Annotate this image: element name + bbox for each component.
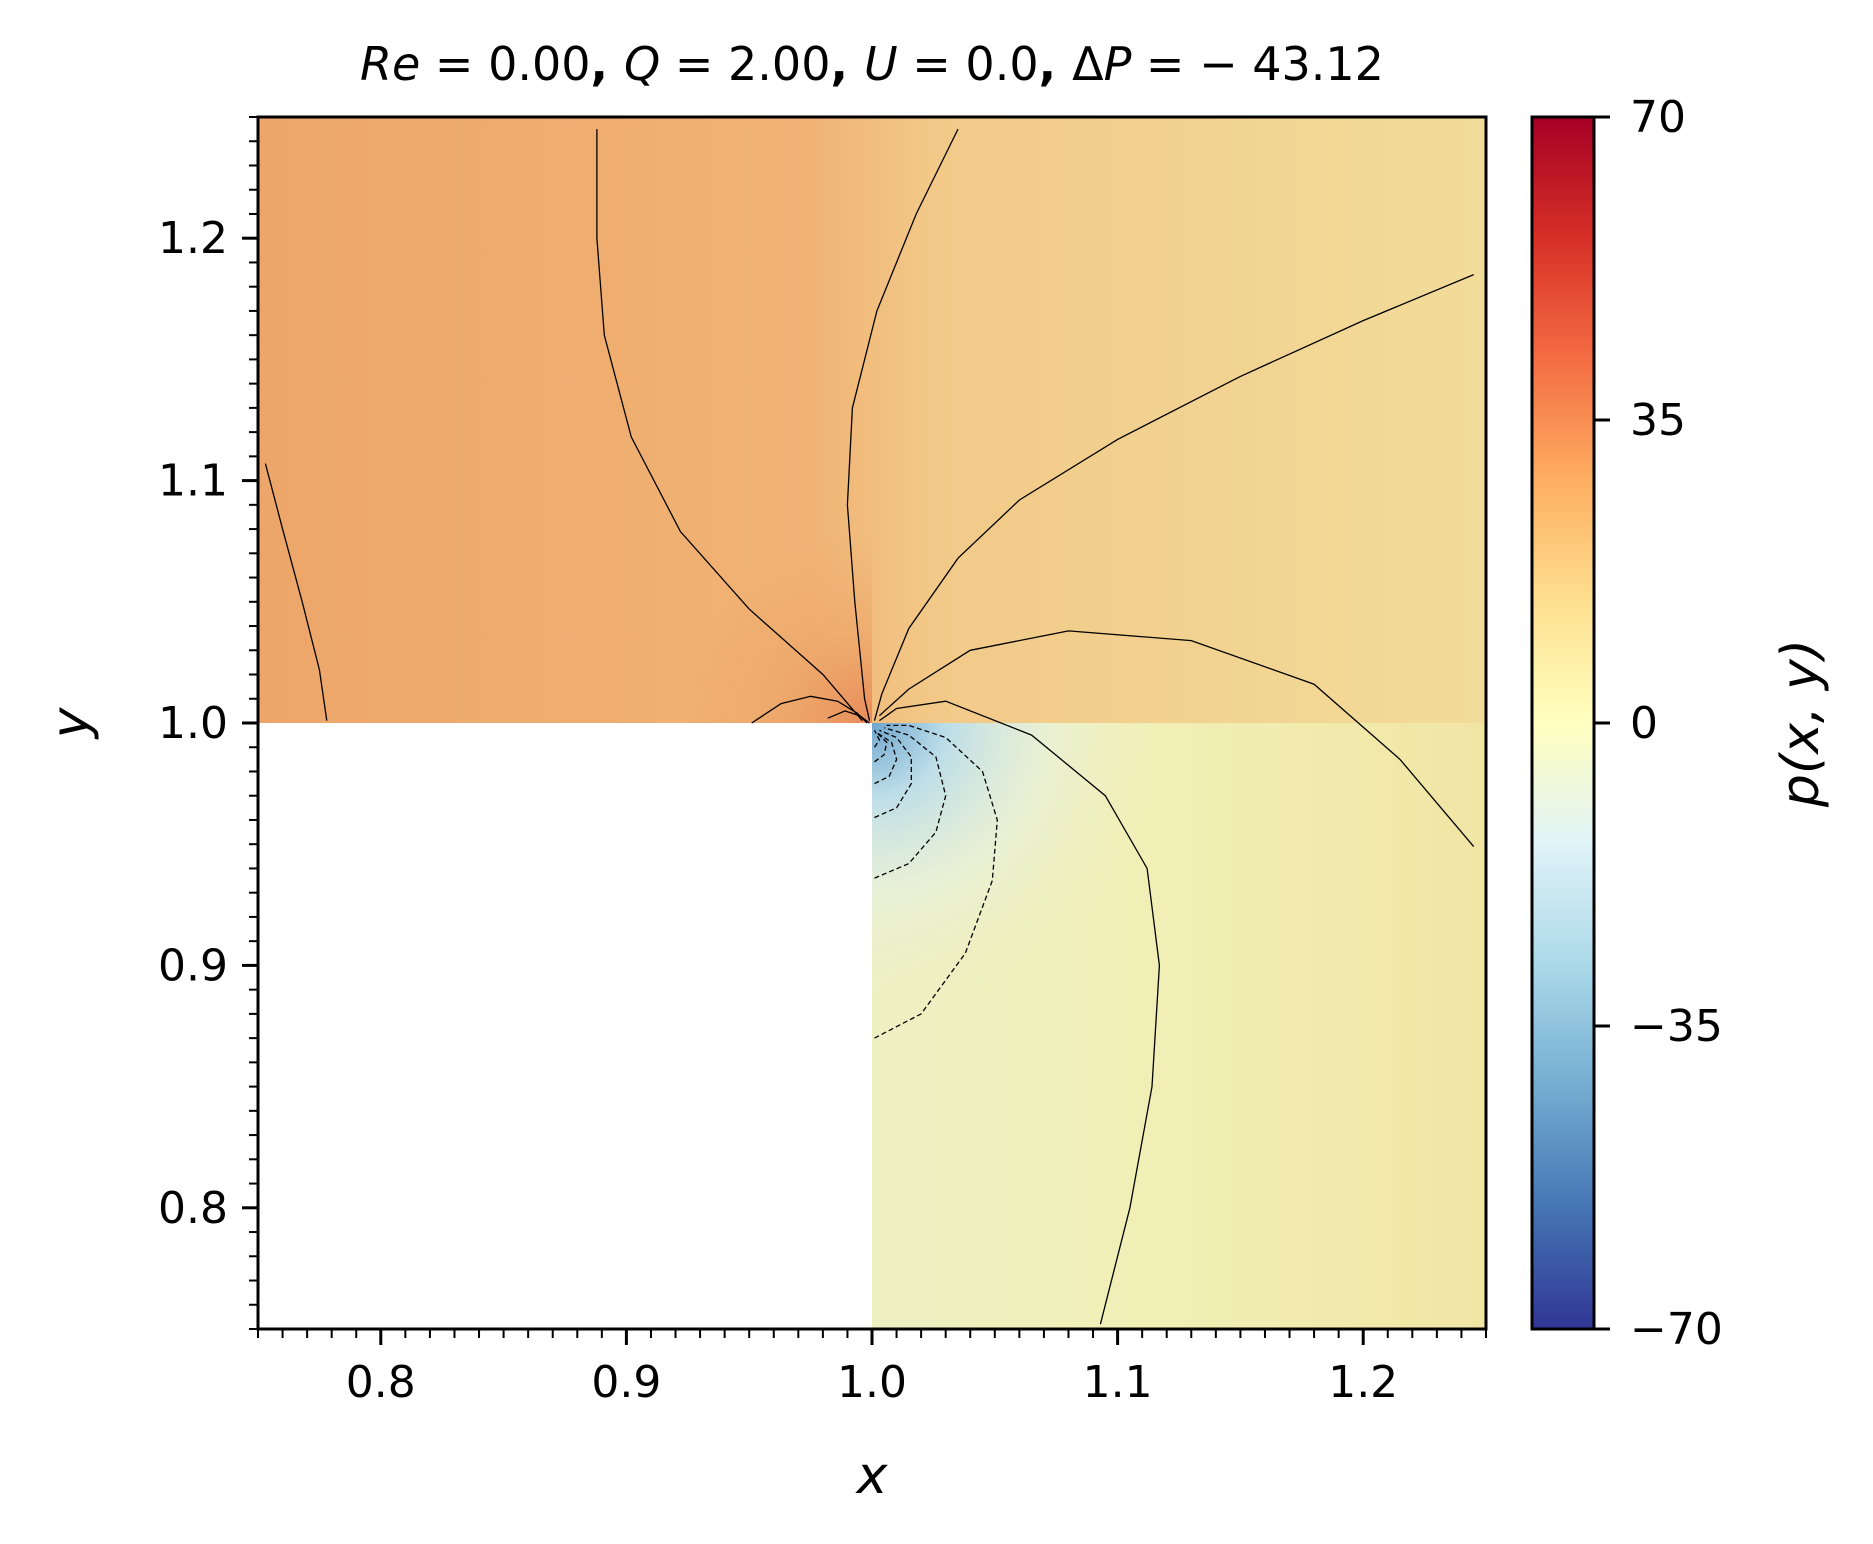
positive-contour-line xyxy=(827,710,870,724)
colorbar-tick-label: 35 xyxy=(1630,395,1686,446)
negative-contour-line xyxy=(874,724,998,1039)
excluded-region xyxy=(258,723,872,1329)
positive-contour-line xyxy=(879,700,1161,1325)
y-tick-label: 0.9 xyxy=(158,940,228,991)
y-axis-label: y xyxy=(41,706,101,740)
x-tick-label: 0.9 xyxy=(591,1357,661,1408)
positive-contour-line xyxy=(264,463,328,721)
negative-contour-line xyxy=(874,732,898,785)
x-axis-label: x xyxy=(855,1446,889,1506)
colorbar-label: p(x, y) xyxy=(1771,639,1831,808)
y-axis-ticks: 0.8 0.9 1.0 1.1 1.2 xyxy=(158,116,258,1330)
colorbar-tick-label: −70 xyxy=(1630,1304,1723,1355)
negative-contour-line xyxy=(874,732,888,763)
y-tick-label: 0.8 xyxy=(158,1183,228,1234)
y-tick-label: 1.0 xyxy=(158,698,228,749)
negative-contour-line xyxy=(874,729,912,819)
y-tick-label: 1.1 xyxy=(158,456,228,507)
pressure-field xyxy=(258,117,1486,1329)
high-pressure-corner-shading xyxy=(675,529,872,723)
x-tick-label: 1.1 xyxy=(1083,1357,1153,1408)
x-tick-label: 1.2 xyxy=(1328,1357,1398,1408)
x-axis-ticks: 0.8 0.9 1.0 1.1 1.2 xyxy=(257,1329,1487,1408)
y-tick-label: 1.2 xyxy=(158,213,228,264)
positive-contour-line xyxy=(878,630,1475,848)
positive-contour-line xyxy=(596,129,863,722)
positive-contour-line xyxy=(873,273,1474,721)
contour-lines xyxy=(264,128,1475,1325)
colorbar-tick-label: −35 xyxy=(1630,1001,1723,1052)
chart-title: Re = 0.00, Q = 2.00, U = 0.0, ΔP = − 43.… xyxy=(360,37,1384,91)
colorbar-ticks: 70 35 0 −35 −70 xyxy=(1594,92,1723,1355)
colorbar-scale xyxy=(1530,115,1596,1331)
positive-contour-line xyxy=(846,128,959,721)
colorbar: 70 35 0 −35 −70 p(x, y) xyxy=(1530,92,1831,1355)
colorbar-tick-label: 0 xyxy=(1630,698,1658,749)
negative-contour-line xyxy=(874,727,947,879)
x-tick-label: 1.0 xyxy=(837,1357,907,1408)
colorbar-tick-label: 70 xyxy=(1630,92,1686,143)
negative-contour-line xyxy=(873,730,881,748)
x-tick-label: 0.8 xyxy=(346,1357,416,1408)
low-pressure-corner-shading xyxy=(872,723,1167,1014)
